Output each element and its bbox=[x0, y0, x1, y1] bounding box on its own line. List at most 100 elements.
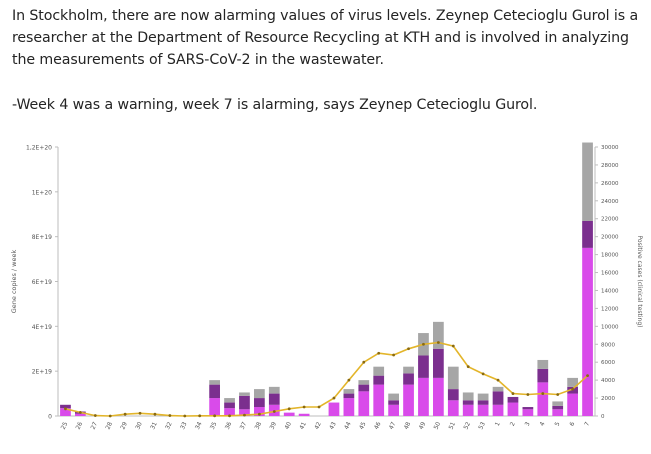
line-point bbox=[541, 392, 545, 395]
right-tick-label: 10000 bbox=[601, 324, 619, 330]
line-point bbox=[228, 414, 231, 418]
left-tick-label: 6E+19 bbox=[32, 279, 52, 286]
x-tick-label: 31 bbox=[149, 421, 159, 431]
right-tick-label: 20000 bbox=[601, 235, 619, 241]
line-point bbox=[123, 412, 127, 416]
right-tick-label: 0 bbox=[601, 414, 605, 420]
x-tick-label: 50 bbox=[433, 421, 443, 431]
line-point bbox=[257, 412, 261, 416]
x-tick-label: 42 bbox=[313, 421, 323, 431]
bar-segment bbox=[567, 377, 578, 387]
bar-segment bbox=[433, 348, 444, 378]
bar-segment bbox=[477, 393, 489, 401]
x-tick-label: 2 bbox=[509, 421, 517, 428]
right-tick-label: 28000 bbox=[601, 163, 619, 169]
bar-segment bbox=[373, 384, 385, 416]
bar-segment bbox=[418, 377, 429, 416]
left-tick-label: 0 bbox=[48, 414, 52, 421]
bar-segment bbox=[209, 380, 220, 385]
x-tick-label: 29 bbox=[119, 421, 129, 431]
x-tick-label: 41 bbox=[298, 421, 308, 431]
left-tick-label: 1E+20 bbox=[32, 189, 52, 196]
bar-segment bbox=[447, 366, 459, 390]
article-paragraph-1: In Stockholm, there are now alarming val… bbox=[12, 8, 639, 68]
bar-segment bbox=[209, 384, 220, 399]
line-point bbox=[272, 410, 276, 413]
line-point bbox=[496, 378, 500, 382]
bar-segment bbox=[492, 404, 504, 416]
bar-segment bbox=[403, 384, 414, 416]
line-point bbox=[317, 405, 321, 409]
bar-segment bbox=[462, 392, 474, 401]
chart-line bbox=[64, 341, 589, 418]
y2-axis-title: Positive cases (clinical testing) bbox=[636, 236, 643, 328]
right-tick-label: 12000 bbox=[601, 306, 619, 312]
x-tick-label: 39 bbox=[269, 421, 279, 431]
x-tick-label: 32 bbox=[164, 421, 174, 431]
bar-segment bbox=[358, 391, 370, 416]
bar-segment bbox=[254, 389, 265, 399]
right-tick-label: 22000 bbox=[601, 217, 619, 223]
x-tick-label: 51 bbox=[448, 421, 458, 431]
bar-segment bbox=[567, 393, 578, 416]
line-point bbox=[213, 414, 217, 418]
bar-segment bbox=[492, 386, 504, 392]
line-point bbox=[511, 392, 515, 395]
right-tick-label: 14000 bbox=[601, 288, 619, 294]
bar-segment bbox=[283, 412, 295, 416]
bar-segment bbox=[582, 247, 593, 416]
bar-segment bbox=[268, 393, 280, 405]
article-paragraph-2: -Week 4 was a warning, week 7 is alarmin… bbox=[12, 97, 538, 113]
bar-segment bbox=[239, 392, 250, 396]
bar-segment bbox=[403, 373, 414, 385]
right-tick-label: 16000 bbox=[601, 271, 619, 277]
bar-segment bbox=[328, 402, 340, 416]
bar-segment bbox=[343, 389, 355, 394]
right-tick-label: 4000 bbox=[601, 378, 615, 384]
x-tick-label: 37 bbox=[239, 421, 249, 431]
bar-segment bbox=[60, 404, 71, 409]
wastewater-virus-chart: 0 2E+19 4E+19 6E+19 8E+19 1E+20 1,2E+20 Gene co… bbox=[10, 142, 643, 431]
bar-segment bbox=[462, 400, 474, 405]
line-point bbox=[243, 413, 246, 417]
bar-segment bbox=[388, 404, 399, 416]
line-point bbox=[183, 414, 187, 418]
bar-segment bbox=[552, 405, 564, 410]
x-tick-label: 47 bbox=[388, 421, 398, 431]
bar-segment bbox=[522, 409, 534, 416]
bar-segment bbox=[537, 382, 549, 416]
bar-segment bbox=[447, 389, 459, 401]
line-point bbox=[392, 353, 396, 357]
line-point bbox=[64, 407, 67, 411]
bar-segment bbox=[388, 400, 399, 405]
bar-segment bbox=[418, 355, 429, 378]
x-tick-label: 3 bbox=[524, 421, 532, 428]
positive-cases-line bbox=[65, 341, 589, 417]
bar-segment bbox=[268, 386, 280, 394]
bar-segment bbox=[224, 402, 235, 409]
bar-segment bbox=[447, 400, 459, 416]
bar-segment bbox=[507, 396, 519, 403]
chart-labels: 0 2E+19 4E+19 6E+19 8E+19 1E+20 1,2E+20 Gene co… bbox=[10, 145, 643, 431]
left-tick-label: 4E+19 bbox=[32, 324, 52, 331]
bar-segment bbox=[433, 321, 444, 349]
bar-segment bbox=[403, 366, 414, 374]
x-tick-label: 38 bbox=[254, 421, 264, 431]
left-tick-label: 2E+19 bbox=[32, 369, 52, 376]
line-point bbox=[451, 344, 455, 348]
bar-segment bbox=[582, 220, 593, 248]
bar-segment bbox=[373, 366, 385, 376]
bar-segment bbox=[254, 398, 265, 408]
line-point bbox=[377, 351, 381, 355]
line-point bbox=[526, 393, 530, 396]
x-tick-label: 25 bbox=[60, 421, 70, 431]
line-point bbox=[466, 365, 470, 369]
line-point bbox=[332, 396, 336, 400]
left-tick-label: 8E+19 bbox=[32, 234, 52, 241]
bar-segment bbox=[343, 398, 355, 416]
line-point bbox=[556, 393, 560, 396]
x-tick-label: 1 bbox=[494, 421, 502, 428]
right-tick-label: 30000 bbox=[601, 145, 619, 151]
x-tick-label: 52 bbox=[462, 421, 472, 431]
bar-segment bbox=[507, 402, 519, 416]
